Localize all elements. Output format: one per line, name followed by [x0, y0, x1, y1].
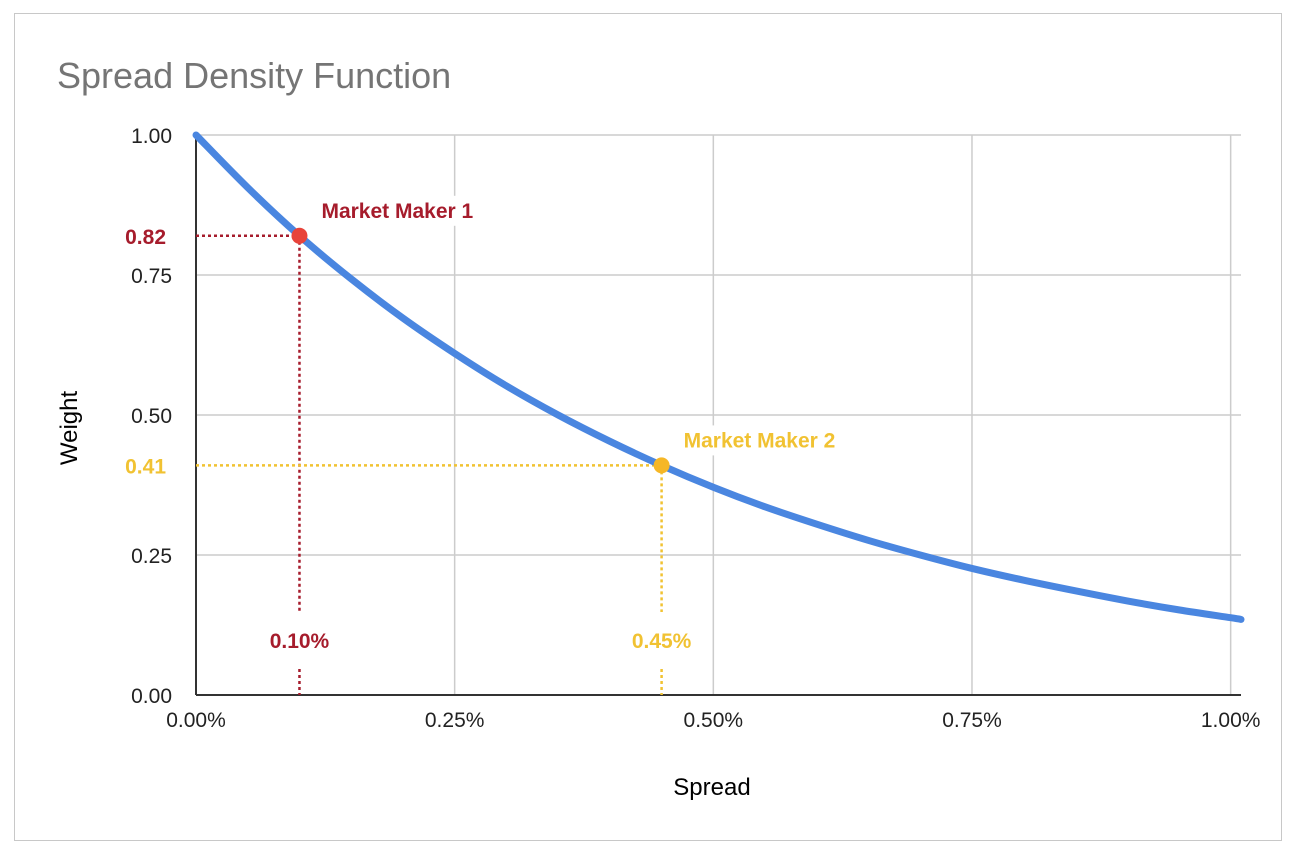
- y-tick-label: 1.00: [131, 125, 172, 148]
- annotation-x-value-label: 0.45%: [632, 630, 692, 653]
- axes: [195, 135, 1241, 696]
- series-layer: [192, 131, 1245, 623]
- annotation-x-value-label: 0.10%: [270, 630, 330, 653]
- annotation-name-label: Market Maker 1: [321, 200, 473, 223]
- chart-frame: [14, 13, 1282, 841]
- annotation-name-backdrop: [317, 195, 494, 226]
- series-line: [192, 131, 1245, 623]
- annotation-point: [653, 457, 670, 474]
- y-tick-label: 0.75: [131, 265, 172, 288]
- x-tick-label: 0.50%: [684, 709, 744, 732]
- tick-labels: 0.00 0.25 0.50 0.75 1.00 0.00% 0.25% 0.50% 0.75%…: [131, 125, 1260, 732]
- chart-title: Spread Density Function: [57, 55, 451, 96]
- grid-lines: [196, 134, 1241, 695]
- y-tick-label: 0.25: [131, 545, 172, 568]
- annotation-y-value-label: 0.82: [125, 226, 166, 249]
- annotation-point: [291, 227, 308, 244]
- x-tick-label: 0.25%: [425, 709, 485, 732]
- annotation-y-value-label: 0.41: [125, 455, 166, 478]
- x-axis-title: Spread: [673, 774, 750, 801]
- x-tick-label: 0.75%: [942, 709, 1002, 732]
- x-tick-label: 1.00%: [1201, 709, 1261, 732]
- y-axis-title: Weight: [56, 391, 83, 466]
- annotation-labels: Market Maker 1 0.82 0.10% Market Maker 2 0.4…: [125, 195, 856, 653]
- annotation-name-label: Market Maker 2: [684, 429, 836, 452]
- x-tick-label: 0.00%: [166, 709, 226, 732]
- annotation-guides: [196, 234, 663, 695]
- y-tick-label: 0.00: [131, 685, 172, 708]
- y-tick-label: 0.50: [131, 405, 172, 428]
- annotation-points: [291, 227, 670, 474]
- annotation-name-backdrop: [679, 425, 856, 456]
